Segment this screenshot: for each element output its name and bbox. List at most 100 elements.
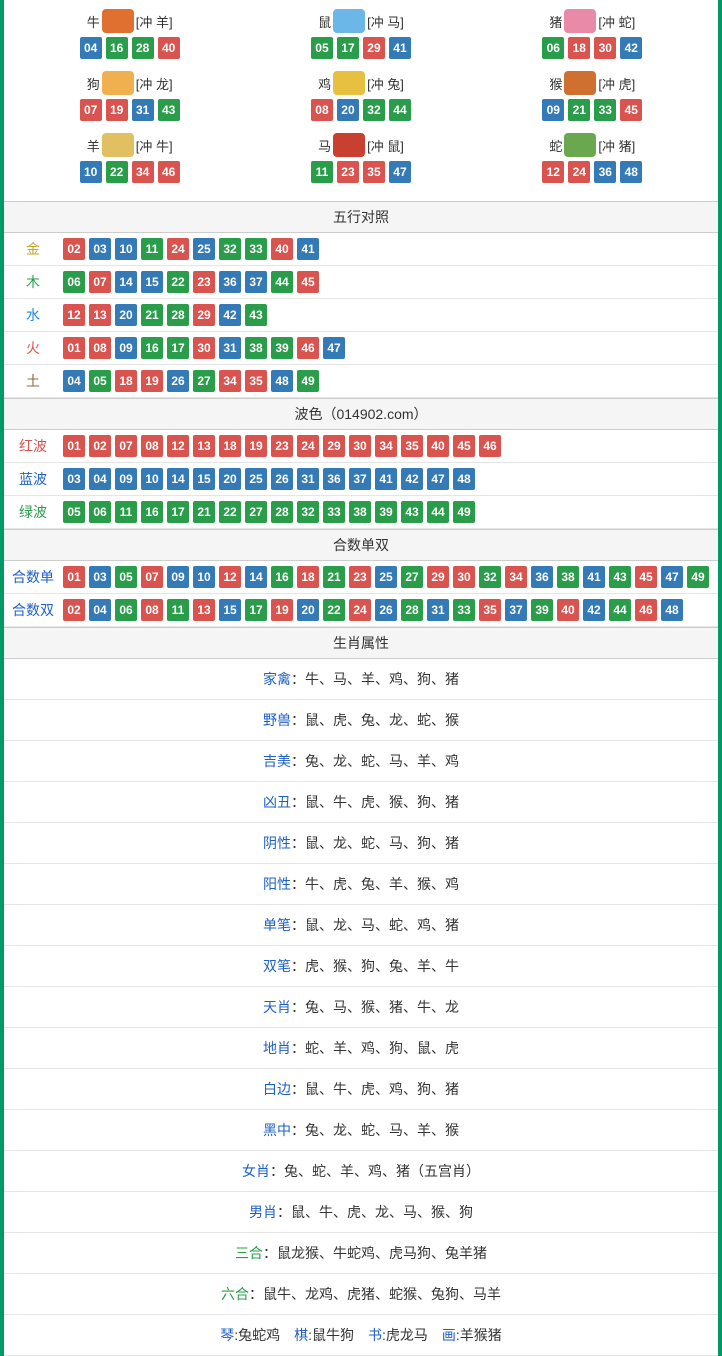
attr-text: 鼠龙猴、牛蛇鸡、虎马狗、兔羊猪	[277, 1245, 487, 1261]
zodiac-icon	[564, 9, 596, 33]
number-ball: 45	[297, 271, 319, 293]
attr-row: 吉美：兔、龙、蛇、马、羊、鸡	[4, 741, 718, 782]
number-ball: 37	[245, 271, 267, 293]
zodiac-conflict: [冲 羊]	[136, 12, 173, 31]
number-ball: 33	[594, 99, 616, 121]
number-ball: 38	[557, 566, 579, 588]
number-ball: 43	[158, 99, 180, 121]
page: 牛 [冲 羊] 04162840 鼠 [冲 马] 05172941 猪 [冲 蛇…	[0, 0, 722, 1356]
zodiac-balls: 06183042	[477, 37, 708, 59]
number-ball: 29	[323, 435, 345, 457]
attr-row: 凶丑：鼠、牛、虎、猴、狗、猪	[4, 782, 718, 823]
number-ball: 21	[141, 304, 163, 326]
attr-text: 兔、马、猴、猪、牛、龙	[305, 999, 459, 1015]
number-ball: 05	[89, 370, 111, 392]
number-ball: 23	[349, 566, 371, 588]
number-ball: 07	[115, 435, 137, 457]
number-ball: 22	[106, 161, 128, 183]
number-ball: 40	[158, 37, 180, 59]
zodiac-conflict: [冲 马]	[367, 12, 404, 31]
number-ball: 17	[245, 599, 267, 621]
data-row: 蓝波 03040910141520252631363741424748	[4, 463, 718, 496]
zodiac-name: 猪	[549, 12, 562, 31]
number-ball: 19	[141, 370, 163, 392]
number-ball: 20	[297, 599, 319, 621]
zodiac-icon	[333, 71, 365, 95]
number-ball: 46	[158, 161, 180, 183]
number-ball: 20	[115, 304, 137, 326]
number-ball: 31	[297, 468, 319, 490]
attr-label: 家禽	[263, 671, 291, 687]
zodiac-cell: 猪 [冲 蛇] 06183042	[477, 5, 708, 67]
row-label: 土	[10, 371, 56, 391]
number-ball: 15	[219, 599, 241, 621]
data-row: 木 06071415222336374445	[4, 266, 718, 299]
number-ball: 42	[219, 304, 241, 326]
number-ball: 06	[115, 599, 137, 621]
attr-text: 鼠、牛、虎、龙、马、猴、狗	[291, 1204, 473, 1220]
zodiac-icon	[102, 9, 134, 33]
number-ball: 01	[63, 337, 85, 359]
number-ball: 02	[63, 599, 85, 621]
attr-sep: ：	[291, 835, 305, 851]
number-ball: 29	[193, 304, 215, 326]
number-ball: 22	[219, 501, 241, 523]
row-balls: 0103050709101214161821232527293032343638…	[56, 566, 712, 588]
zodiac-balls: 11233547	[245, 161, 476, 183]
number-ball: 45	[635, 566, 657, 588]
zodiac-conflict: [冲 龙]	[136, 74, 173, 93]
attr-label: 男肖	[249, 1204, 277, 1220]
number-ball: 03	[63, 468, 85, 490]
number-ball: 33	[323, 501, 345, 523]
attr-row: 阴性：鼠、龙、蛇、马、狗、猪	[4, 823, 718, 864]
number-ball: 28	[132, 37, 154, 59]
number-ball: 23	[271, 435, 293, 457]
attr-text: 蛇、羊、鸡、狗、鼠、虎	[305, 1040, 459, 1056]
zodiac-cell: 猴 [冲 虎] 09213345	[477, 67, 708, 129]
number-ball: 17	[167, 501, 189, 523]
number-ball: 18	[115, 370, 137, 392]
zodiac-conflict: [冲 兔]	[367, 74, 404, 93]
number-ball: 47	[661, 566, 683, 588]
row-label: 水	[10, 305, 56, 325]
number-ball: 32	[219, 238, 241, 260]
number-ball: 01	[63, 566, 85, 588]
number-ball: 26	[375, 599, 397, 621]
row-label: 合数单	[10, 567, 56, 587]
number-ball: 47	[389, 161, 411, 183]
row-label: 火	[10, 338, 56, 358]
attr-text: 羊猴猪	[460, 1327, 502, 1343]
attr-row: 黑中：兔、龙、蛇、马、羊、猴	[4, 1110, 718, 1151]
zodiac-conflict: [冲 猪]	[598, 136, 635, 155]
number-ball: 32	[479, 566, 501, 588]
number-ball: 12	[167, 435, 189, 457]
attr-sep: ：	[291, 1081, 305, 1097]
number-ball: 19	[106, 99, 128, 121]
number-ball: 08	[311, 99, 333, 121]
number-ball: 11	[167, 599, 189, 621]
number-ball: 35	[363, 161, 385, 183]
number-ball: 41	[389, 37, 411, 59]
attr-text: 鼠牛、龙鸡、虎猪、蛇猴、兔狗、马羊	[263, 1286, 501, 1302]
attr-text: 兔蛇鸡	[238, 1327, 280, 1343]
section-header-shuxing: 生肖属性	[4, 627, 718, 659]
number-ball: 27	[401, 566, 423, 588]
bose-rows: 红波 0102070812131819232429303435404546 蓝波…	[4, 430, 718, 529]
attr-sep: ：	[291, 958, 305, 974]
attr-label: 阴性	[263, 835, 291, 851]
attr-row: 天肖：兔、马、猴、猪、牛、龙	[4, 987, 718, 1028]
attr-text: 牛、虎、兔、羊、猴、鸡	[305, 876, 459, 892]
number-ball: 04	[89, 468, 111, 490]
row-balls: 02031011242532334041	[56, 238, 712, 260]
attr-text: 虎龙马	[386, 1327, 428, 1343]
zodiac-cell: 鼠 [冲 马] 05172941	[245, 5, 476, 67]
attr-sep: ：	[291, 1040, 305, 1056]
number-ball: 33	[245, 238, 267, 260]
number-ball: 30	[453, 566, 475, 588]
attr-sep: ：	[291, 876, 305, 892]
number-ball: 27	[193, 370, 215, 392]
attr-label: 女肖	[242, 1163, 270, 1179]
number-ball: 17	[337, 37, 359, 59]
row-label: 绿波	[10, 502, 56, 522]
row-label: 蓝波	[10, 469, 56, 489]
